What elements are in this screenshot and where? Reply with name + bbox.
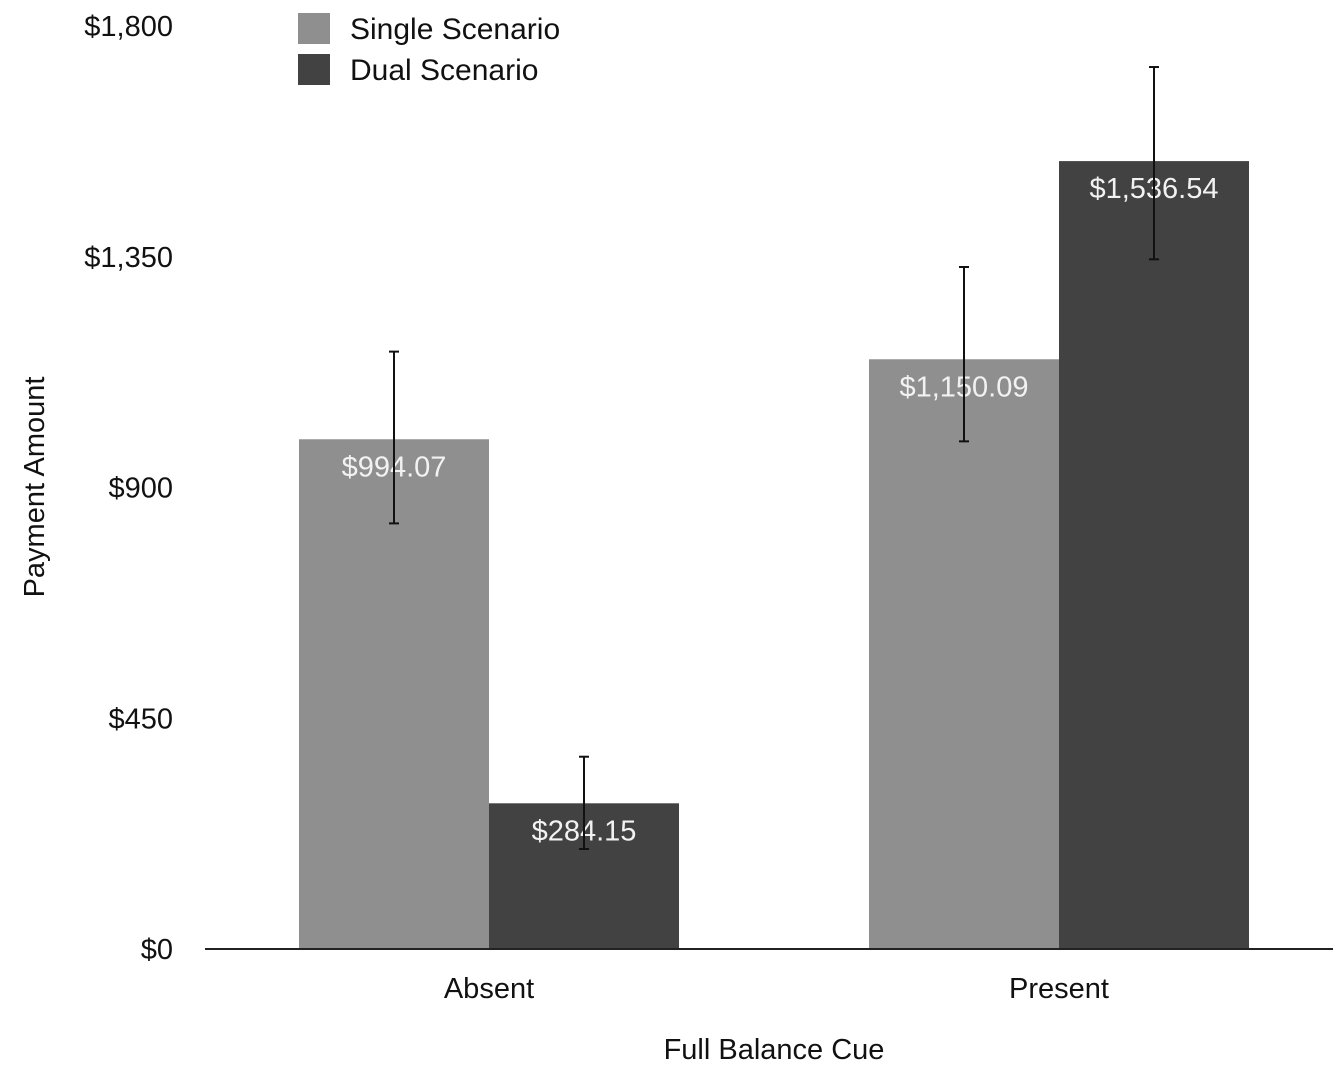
x-tick-label: Absent bbox=[444, 973, 534, 1005]
legend: Single Scenario Dual Scenario bbox=[298, 13, 560, 87]
y-tick-label: $900 bbox=[108, 473, 173, 505]
x-tick-label: Present bbox=[1009, 973, 1109, 1005]
legend-label: Dual Scenario bbox=[350, 54, 538, 87]
legend-swatch bbox=[298, 54, 330, 85]
error-bars-layer bbox=[389, 66, 1159, 851]
y-tick-label: $1,350 bbox=[84, 242, 173, 274]
legend-swatch bbox=[298, 13, 330, 44]
y-tick-label: $450 bbox=[108, 703, 173, 735]
x-axis-title: Full Balance Cue bbox=[664, 1034, 885, 1066]
y-axis-title: Payment Amount bbox=[19, 377, 51, 598]
y-tick-label: $1,800 bbox=[84, 11, 173, 43]
legend-label: Single Scenario bbox=[350, 13, 560, 46]
y-tick-label: $0 bbox=[141, 934, 173, 966]
axes-layer: $0 $450 $900 $1,350 $1,800 Absent Present Full … bbox=[19, 11, 1333, 1066]
bar-dual-scenario-present bbox=[1059, 161, 1249, 949]
bar-single-scenario-present bbox=[869, 359, 1059, 949]
bars-layer bbox=[299, 161, 1249, 949]
